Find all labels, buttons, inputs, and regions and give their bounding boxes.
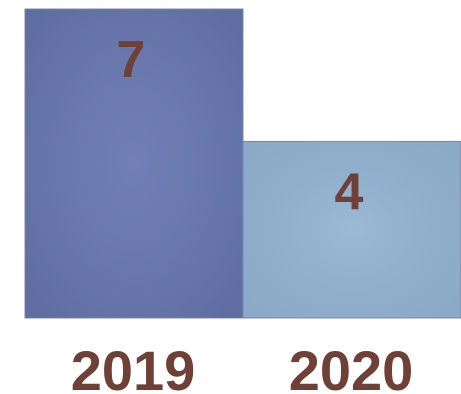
- data-label-2020: 4: [335, 163, 364, 221]
- bar-shading-2020: [243, 141, 461, 318]
- bar-shading-2019: [25, 9, 243, 318]
- data-labels-group: 74: [117, 31, 364, 221]
- bars-group: [24, 8, 461, 319]
- x-tick-label-2019: 2019: [71, 339, 196, 394]
- x-tick-labels-group: 2019 2020: [71, 339, 414, 394]
- x-tick-label-2020: 2020: [289, 339, 414, 394]
- data-label-2019: 7: [117, 31, 146, 89]
